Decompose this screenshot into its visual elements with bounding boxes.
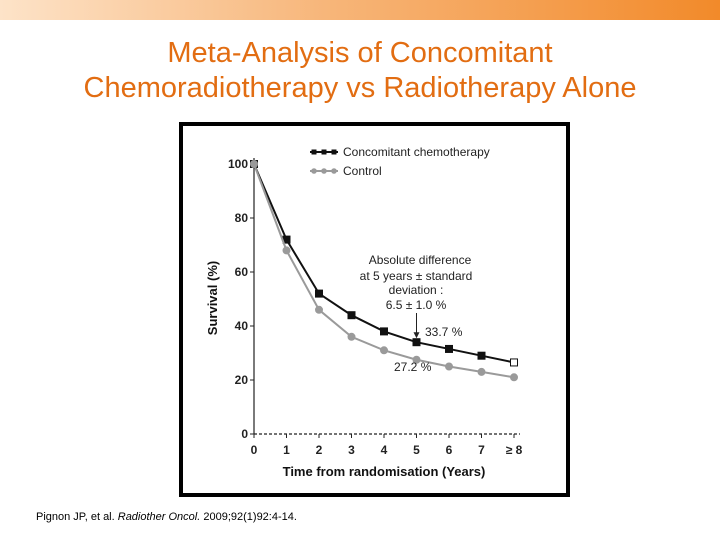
y-tick-label: 100 xyxy=(228,157,248,171)
y-tick-label: 60 xyxy=(235,265,249,279)
citation: Pignon JP, et al. Radiother Oncol. 2009;… xyxy=(36,511,297,523)
legend: Concomitant chemotherapy Control xyxy=(310,145,490,178)
point-chemo xyxy=(347,311,356,320)
point-control xyxy=(282,246,291,255)
difference-annotation: Absolute difference at 5 years ± standar… xyxy=(360,253,473,339)
point-chemo xyxy=(380,327,388,336)
title-line-2: Chemoradiotherapy vs Radiotherapy Alone xyxy=(83,72,637,104)
x-tick-label: 5 xyxy=(413,443,420,457)
citation-details: 2009;92(1)92:4-14. xyxy=(203,511,297,523)
x-tick-label: ≥ 8 xyxy=(506,443,523,457)
x-axis-label: Time from randomisation (Years) xyxy=(283,464,486,479)
point-control xyxy=(445,362,453,371)
x-tick-label: 2 xyxy=(316,443,323,457)
x-tick-label: 1 xyxy=(283,443,290,457)
citation-authors: Pignon JP, et al. xyxy=(36,511,115,523)
y-tick-label: 20 xyxy=(235,373,249,387)
point-chemo xyxy=(445,344,453,353)
point-chemo xyxy=(477,351,486,360)
legend-markers-control xyxy=(311,168,337,174)
slide-title: Meta-Analysis of Concomitant Chemoradiot… xyxy=(0,36,720,106)
legend-label-control: Control xyxy=(343,164,382,178)
annotation-line-2: at 5 years ± standard xyxy=(360,269,473,283)
title-line-1: Meta-Analysis of Concomitant xyxy=(167,37,553,69)
legend-marker-chemo xyxy=(311,149,317,155)
annotation-arrowhead xyxy=(413,332,420,339)
point-control xyxy=(380,346,388,355)
legend-marker-control xyxy=(311,168,317,174)
legend-label-chemo: Concomitant chemotherapy xyxy=(343,145,490,159)
point-chemo xyxy=(315,289,323,298)
annotation-line-3: deviation : xyxy=(389,283,444,297)
x-tick-label: 7 xyxy=(478,443,485,457)
series-chemo xyxy=(250,160,518,367)
x-tick-label: 3 xyxy=(348,443,355,457)
annotation-line-1: Absolute difference xyxy=(369,253,472,267)
legend-marker-control xyxy=(331,168,337,174)
point-control xyxy=(510,373,518,382)
y-ticks: 0 20 40 60 80 100 xyxy=(228,157,254,441)
legend-marker-chemo xyxy=(331,149,337,155)
legend-marker-control xyxy=(321,168,327,174)
point-chemo xyxy=(510,358,518,367)
y-tick-label: 0 xyxy=(241,427,248,441)
x-tick-label: 6 xyxy=(446,443,453,457)
x-tick-label: 4 xyxy=(381,443,388,457)
legend-marker-chemo xyxy=(321,149,327,155)
series-control xyxy=(250,160,518,382)
y-tick-label: 80 xyxy=(235,211,249,225)
point-control xyxy=(250,160,258,168)
chemo-5yr-label: 33.7 % xyxy=(425,325,463,339)
point-control xyxy=(412,355,421,364)
annotation-value: 6.5 ± 1.0 % xyxy=(386,298,447,312)
y-tick-label: 40 xyxy=(235,319,249,333)
y-axis-label: Survival (%) xyxy=(205,261,220,335)
point-control xyxy=(347,332,356,341)
control-5yr-label: 27.2 % xyxy=(394,360,432,374)
point-control xyxy=(315,305,323,314)
legend-markers-chemo xyxy=(311,149,337,155)
citation-journal: Radiother Oncol. xyxy=(117,511,201,523)
point-control xyxy=(477,367,486,376)
point-chemo xyxy=(412,338,421,347)
header-band xyxy=(0,0,720,20)
x-ticks: 0 1 2 3 4 5 6 7 ≥ 8 xyxy=(251,434,523,457)
series-layer xyxy=(250,160,518,382)
x-tick-label: 0 xyxy=(251,443,258,457)
